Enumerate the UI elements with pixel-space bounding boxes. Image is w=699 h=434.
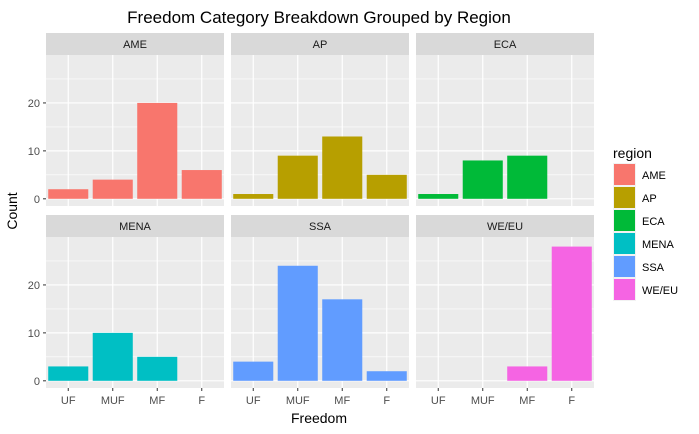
bar-ap-uf xyxy=(233,194,274,199)
bar-eca-muf xyxy=(462,160,503,199)
facet-panel-ssa: SSA UF MUF MF F xyxy=(231,215,409,407)
facet-panel-mena: MENA 0 10 20 UF MUF MF F xyxy=(28,215,224,407)
chart-title: Freedom Category Breakdown Grouped by Re… xyxy=(127,8,511,27)
y-tick-label: 10 xyxy=(28,328,40,340)
facet-panel-ame: AME 0 10 20 xyxy=(28,33,224,206)
bar-ame-muf xyxy=(92,179,133,199)
legend-title: region xyxy=(613,145,652,161)
bar-ap-muf xyxy=(277,155,318,199)
y-tick-label: 0 xyxy=(34,194,40,206)
bar-we-eu-f xyxy=(551,246,592,381)
y-tick-label: 20 xyxy=(28,280,40,292)
x-tick-label: MUF xyxy=(471,395,495,407)
bar-mena-uf xyxy=(48,366,89,381)
x-tick-label: MF xyxy=(334,395,350,407)
facet-strip-label: WE/EU xyxy=(487,221,523,233)
x-tick-label: MUF xyxy=(286,395,310,407)
legend-label: MENA xyxy=(642,239,674,251)
bar-eca-mf xyxy=(507,155,548,199)
legend-swatch-ap xyxy=(614,187,635,208)
legend-swatch-ame xyxy=(614,164,635,185)
facet-strip xyxy=(46,33,224,55)
x-tick-label: UF xyxy=(246,395,261,407)
bar-ame-f xyxy=(181,170,222,199)
facet-strip xyxy=(231,33,409,55)
bar-mena-mf xyxy=(137,356,178,381)
facet-panels: AME 0 10 20 AP ECA MENA 0 10 20 UF MUF MF F SSA UF MUF MF… xyxy=(28,33,594,407)
bar-ap-f xyxy=(366,174,407,199)
legend-label: WE/EU xyxy=(642,285,678,297)
facet-panel-eca: ECA xyxy=(416,33,594,206)
facet-strip xyxy=(416,33,594,55)
panel-background xyxy=(46,237,224,388)
bar-ap-mf xyxy=(322,136,363,199)
legend-swatch-we-eu xyxy=(614,279,635,300)
legend-swatch-ssa xyxy=(614,256,635,277)
x-tick-label: F xyxy=(568,395,575,407)
legend-label: SSA xyxy=(642,262,665,274)
bar-we-eu-mf xyxy=(507,366,548,381)
x-tick-label: MUF xyxy=(101,395,125,407)
facet-strip-label: AME xyxy=(123,39,147,51)
y-tick-label: 20 xyxy=(28,98,40,110)
facet-strip xyxy=(231,215,409,237)
x-tick-label: MF xyxy=(519,395,535,407)
x-tick-label: F xyxy=(383,395,390,407)
facet-strip-label: AP xyxy=(313,39,328,51)
facet-strip xyxy=(46,215,224,237)
x-tick-label: UF xyxy=(61,395,76,407)
x-tick-label: F xyxy=(198,395,205,407)
legend: region AME AP ECA MENA SSA WE/EU xyxy=(613,145,678,301)
facet-strip-label: SSA xyxy=(309,221,332,233)
bar-ssa-f xyxy=(366,371,407,381)
y-tick-label: 10 xyxy=(28,146,40,158)
x-axis-title: Freedom xyxy=(291,410,347,426)
legend-label: ECA xyxy=(642,216,665,228)
legend-swatch-eca xyxy=(614,210,635,231)
bar-eca-uf xyxy=(418,194,459,199)
y-axis-title: Count xyxy=(4,192,20,229)
facet-strip-label: MENA xyxy=(119,221,151,233)
panel-background xyxy=(416,55,594,206)
y-tick-label: 0 xyxy=(34,376,40,388)
bar-ame-mf xyxy=(137,102,178,199)
bar-mena-muf xyxy=(92,332,133,381)
facet-panel-ap: AP xyxy=(231,33,409,206)
bar-ssa-mf xyxy=(322,299,363,381)
facet-panel-we-eu: WE/EU UF MUF MF F xyxy=(416,215,594,407)
legend-swatch-mena xyxy=(614,233,635,254)
x-tick-label: MF xyxy=(149,395,165,407)
facet-strip xyxy=(416,215,594,237)
bar-ssa-uf xyxy=(233,361,274,381)
bar-ame-uf xyxy=(48,189,89,199)
legend-label: AME xyxy=(642,170,666,182)
bar-ssa-muf xyxy=(277,265,318,381)
x-tick-label: UF xyxy=(431,395,446,407)
legend-label: AP xyxy=(642,193,657,205)
facet-strip-label: ECA xyxy=(494,39,517,51)
